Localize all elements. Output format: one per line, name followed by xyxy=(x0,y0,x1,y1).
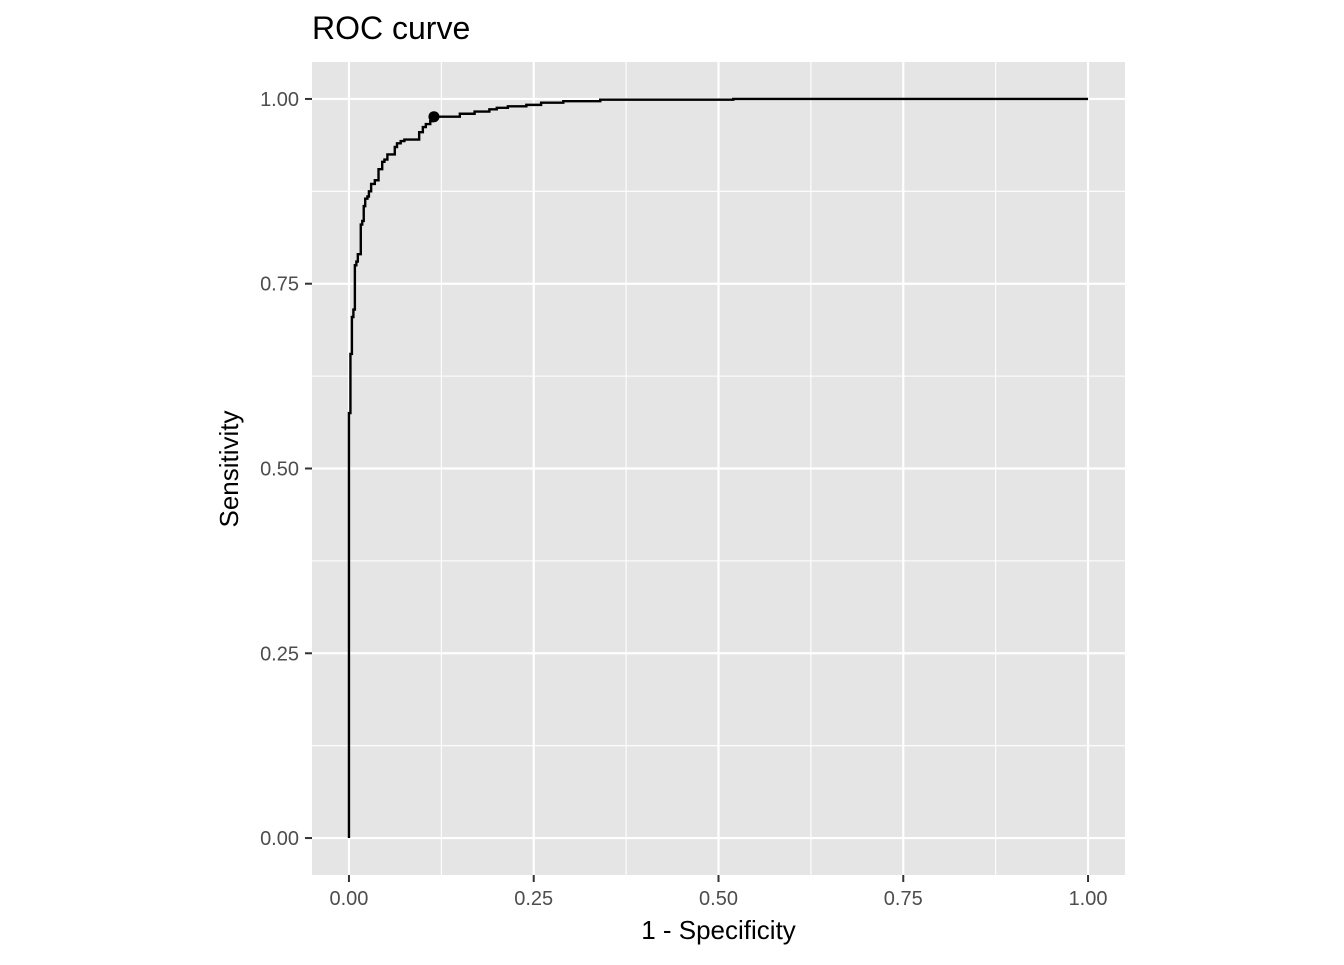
optimal-threshold-point xyxy=(428,111,440,123)
x-tick-label: 0.50 xyxy=(699,888,738,910)
x-tick-label: 0.00 xyxy=(329,888,368,910)
grid-lines xyxy=(312,62,1125,875)
y-tick-label: 0.75 xyxy=(260,274,299,296)
x-tick-label: 0.75 xyxy=(884,888,923,910)
chart-title: ROC curve xyxy=(312,10,470,46)
series-layer xyxy=(347,97,1089,839)
roc-curve-line xyxy=(347,97,1089,839)
points-layer xyxy=(428,111,440,123)
y-axis-title: Sensitivity xyxy=(214,410,244,527)
y-tick-label: 0.00 xyxy=(260,828,299,850)
x-tick-label: 0.25 xyxy=(514,888,553,910)
x-axis-title: 1 - Specificity xyxy=(641,915,796,945)
x-tick-label: 1.00 xyxy=(1069,888,1108,910)
axes: 0.00 0.25 0.50 0.75 1.00 0.00 0.25 0.50 0.75 1.00 xyxy=(260,89,1107,910)
y-tick-label: 0.25 xyxy=(260,643,299,665)
y-tick-label: 0.50 xyxy=(260,459,299,481)
y-tick-label: 1.00 xyxy=(260,89,299,111)
